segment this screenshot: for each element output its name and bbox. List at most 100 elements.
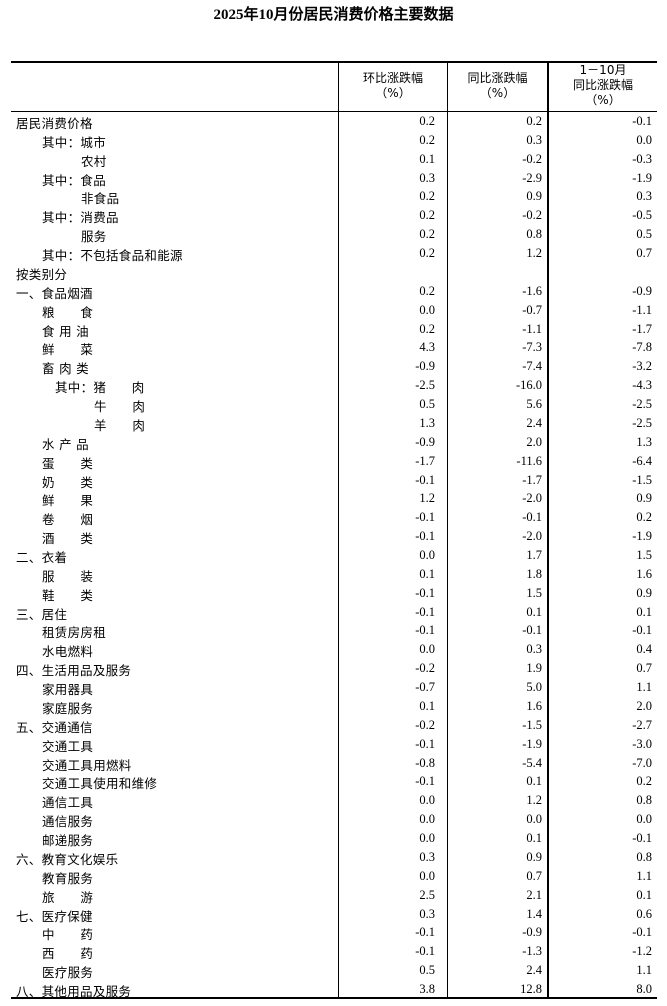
row-label: 交通工具 — [42, 738, 94, 754]
row-label: 奶 类 — [42, 474, 94, 490]
value-yoy: -0.1 — [522, 510, 542, 525]
row-label: 其中：城市 — [42, 134, 107, 150]
header-ytd-line2: 同比涨跌幅 — [572, 78, 633, 92]
value-yoy: -1.9 — [522, 736, 542, 751]
row-label: 八、其他用品及服务 — [16, 984, 132, 1000]
value-ytd: 1.1 — [636, 963, 652, 978]
value-yoy: -2.0 — [522, 491, 542, 506]
value-yoy: 0.0 — [526, 812, 542, 827]
value-ytd: 1.3 — [636, 434, 652, 449]
row-label: 羊 肉 — [94, 417, 146, 433]
row-label: 其中：猪 肉 — [55, 380, 145, 396]
value-mom: 0.5 — [419, 397, 435, 412]
table-row: 旅 游 2.5 2.1 0.1 — [11, 886, 657, 905]
value-yoy: 1.7 — [526, 548, 542, 562]
value-mom: -0.1 — [415, 585, 435, 600]
value-mom: -0.1 — [415, 944, 435, 959]
value-ytd: 0.5 — [636, 227, 652, 242]
table-row: 其中：食品 0.3 -2.9 -1.9 — [11, 169, 657, 188]
value-mom: 0.3 — [419, 849, 435, 864]
value-yoy: 0.9 — [526, 189, 542, 204]
page-title: 2025年10月份居民消费价格主要数据 — [213, 7, 454, 23]
row-label: 牛 肉 — [94, 399, 146, 415]
value-yoy: -16.0 — [515, 378, 542, 393]
value-mom: 1.2 — [419, 491, 435, 506]
value-mom: 0.5 — [419, 963, 435, 978]
value-yoy: 1.8 — [526, 566, 542, 581]
value-mom: -0.1 — [415, 774, 435, 789]
value-mom: 0.2 — [419, 189, 435, 204]
value-ytd: 0.7 — [636, 246, 652, 261]
value-mom: -0.8 — [415, 755, 435, 770]
value-mom: 0.2 — [419, 227, 435, 242]
table-row: 西 药 -0.1 -1.3 -1.2 — [11, 942, 657, 961]
value-yoy: -0.7 — [522, 302, 542, 317]
value-yoy: -0.9 — [522, 925, 542, 940]
table-row: 农村 0.1 -0.2 -0.3 — [11, 150, 657, 169]
table-row: 家庭服务 0.1 1.6 2.0 — [11, 697, 657, 716]
value-ytd: -0.1 — [632, 623, 652, 638]
value-mom: 0.2 — [419, 246, 435, 261]
value-mom: 0.2 — [419, 283, 435, 298]
value-mom: 0.0 — [419, 793, 435, 808]
value-ytd: -2.7 — [632, 717, 652, 732]
value-mom: 0.0 — [419, 548, 435, 562]
table-row: 水 产 品 -0.9 2.0 1.3 — [11, 433, 657, 452]
table-row: 食 用 油 0.2 -1.1 -1.7 — [11, 320, 657, 339]
value-yoy: -1.7 — [522, 472, 542, 487]
value-mom: -2.5 — [415, 378, 435, 393]
value-ytd: 0.8 — [636, 849, 652, 864]
value-mom: 0.0 — [419, 831, 435, 846]
value-ytd: 0.9 — [636, 585, 652, 600]
row-label: 食 用 油 — [42, 323, 89, 339]
value-ytd: 8.0 — [636, 982, 652, 997]
header-ytd-unit: （%） — [585, 93, 621, 107]
value-mom: 1.3 — [419, 415, 435, 430]
value-mom: -0.2 — [415, 661, 435, 676]
row-label: 邮递服务 — [42, 833, 94, 849]
value-ytd: -4.3 — [632, 378, 652, 393]
table-row: 酒 类 -0.1 -2.0 -1.9 — [11, 527, 657, 546]
value-yoy: 0.9 — [526, 849, 542, 864]
table-top-rule — [11, 61, 657, 63]
header-mom-unit: （%） — [375, 86, 411, 100]
value-ytd: -0.1 — [632, 114, 652, 128]
value-mom: 0.1 — [419, 698, 435, 713]
table-row: 六、教育文化娱乐 0.3 0.9 0.8 — [11, 848, 657, 867]
row-label: 交通工具用燃料 — [42, 757, 132, 773]
value-ytd: -0.3 — [632, 151, 652, 166]
table-row: 教育服务 0.0 0.7 1.1 — [11, 867, 657, 886]
header-yoy-unit: （%） — [479, 86, 516, 100]
value-mom: 0.2 — [419, 114, 435, 128]
value-mom: 4.3 — [419, 340, 435, 355]
value-mom: 0.0 — [419, 642, 435, 657]
value-yoy: -2.0 — [522, 529, 542, 544]
value-yoy: -0.2 — [522, 208, 542, 223]
value-yoy: 1.4 — [526, 906, 542, 921]
row-label: 其中：不包括食品和能源 — [42, 248, 183, 264]
value-ytd: -1.9 — [632, 529, 652, 544]
value-yoy: -0.2 — [522, 151, 542, 166]
value-yoy: -0.1 — [522, 623, 542, 638]
table-row: 羊 肉 1.3 2.4 -2.5 — [11, 414, 657, 433]
value-ytd: 0.4 — [636, 642, 652, 657]
value-ytd: 1.1 — [636, 868, 652, 883]
table-row: 交通工具使用和维修 -0.1 0.1 0.2 — [11, 772, 657, 791]
value-ytd: 0.2 — [636, 774, 652, 789]
value-mom: -0.1 — [415, 529, 435, 544]
value-yoy: 0.8 — [526, 227, 542, 242]
table-row: 五、交通通信 -0.2 -1.5 -2.7 — [11, 716, 657, 735]
table-row: 三、居住 -0.1 0.1 0.1 — [11, 603, 657, 622]
value-mom: -1.7 — [415, 453, 435, 468]
table-row: 水电燃料 0.0 0.3 0.4 — [11, 640, 657, 659]
table-row: 按类别分 — [11, 263, 657, 282]
value-ytd: -0.9 — [632, 283, 652, 298]
value-yoy: 2.1 — [526, 887, 542, 902]
column-divider — [547, 62, 549, 998]
row-label: 中 药 — [42, 927, 94, 943]
table-row: 服 装 0.1 1.8 1.6 — [11, 565, 657, 584]
value-yoy: 2.4 — [526, 415, 542, 430]
value-yoy: 5.0 — [526, 680, 542, 695]
value-yoy: -1.3 — [522, 944, 542, 959]
value-ytd: 0.1 — [636, 887, 652, 902]
